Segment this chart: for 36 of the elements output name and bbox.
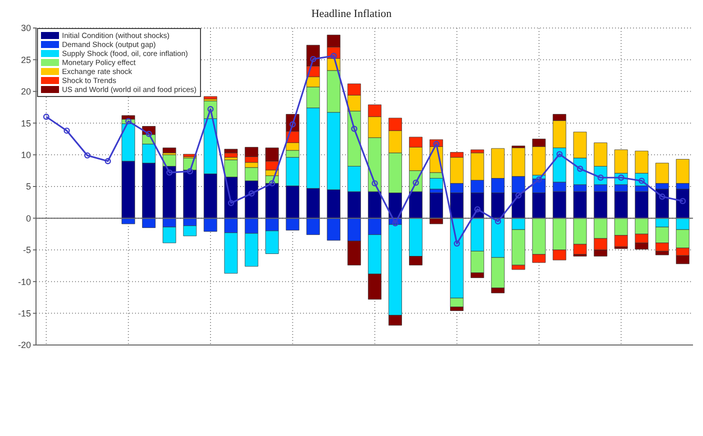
point xyxy=(659,194,666,200)
point xyxy=(454,240,460,247)
y-tick-label: -20 xyxy=(18,340,31,350)
point xyxy=(494,218,502,224)
point xyxy=(372,180,378,186)
point xyxy=(125,118,132,124)
point xyxy=(84,152,90,159)
point xyxy=(166,169,173,176)
y-tick-label: 0 xyxy=(26,213,31,224)
y-tick-label: 20 xyxy=(20,86,31,97)
point xyxy=(351,126,358,132)
point xyxy=(43,114,50,120)
y-tick-label: 10 xyxy=(20,150,31,160)
point xyxy=(680,198,686,204)
y-tick-label: -5 xyxy=(22,245,31,256)
point xyxy=(392,220,398,226)
point xyxy=(248,190,255,197)
y-tick-label: 30 xyxy=(20,23,31,34)
point xyxy=(269,180,276,186)
point xyxy=(515,192,522,198)
y-tick-label: 15 xyxy=(20,118,31,128)
bar xyxy=(224,152,238,158)
point xyxy=(64,128,70,134)
y-tick-label: 25 xyxy=(20,54,31,65)
point xyxy=(474,206,481,212)
bar xyxy=(224,148,238,154)
point xyxy=(536,176,542,183)
bar xyxy=(162,148,176,154)
y-tick-label: -15 xyxy=(18,308,31,318)
y-tick-label: -10 xyxy=(18,276,31,287)
point xyxy=(104,158,111,164)
y-tick-label: 5 xyxy=(26,182,31,192)
point xyxy=(556,151,563,158)
chart-title: Headline Inflation xyxy=(310,8,393,22)
point xyxy=(228,200,234,206)
point xyxy=(186,168,194,174)
